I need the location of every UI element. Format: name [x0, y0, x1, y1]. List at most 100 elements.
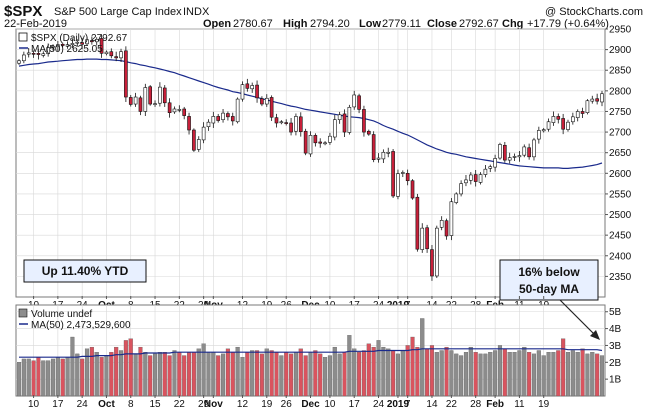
price-candle	[522, 144, 527, 158]
price-candle	[56, 40, 60, 52]
price-candle	[410, 179, 415, 200]
price-candle	[313, 133, 318, 147]
volume-y-tick-label: 5B	[609, 307, 622, 318]
candle-body-down	[162, 87, 167, 104]
candle-body-up	[454, 193, 459, 203]
candle-body-up	[439, 220, 444, 228]
volume-bar	[357, 352, 362, 397]
volume-bar	[269, 350, 274, 397]
volume-y-tick-label: 3B	[609, 341, 622, 352]
volume-bars-layer	[16, 318, 605, 397]
price-candle	[128, 94, 133, 107]
volume-y-tick-label: 2B	[609, 358, 622, 369]
candle-body-down	[303, 130, 308, 154]
candle-body-up	[420, 227, 425, 250]
price-candle	[216, 113, 220, 123]
candle-body-down	[298, 116, 303, 132]
candle-body-up	[177, 109, 182, 111]
volume-bar	[109, 352, 114, 397]
volume-bar	[488, 352, 493, 397]
price-y-tick-label: 2750	[609, 107, 632, 118]
candle-body-up	[70, 43, 75, 45]
candle-body-up	[546, 121, 551, 130]
volume-bar	[551, 352, 556, 397]
price-candle	[464, 174, 468, 187]
ma-annotation-line1: 16% below	[518, 265, 580, 279]
volume-bar	[444, 346, 449, 397]
volume-bar	[425, 348, 430, 397]
volume-bar	[21, 358, 26, 397]
volume-bar	[284, 352, 289, 397]
date-tick-label: 26	[281, 399, 293, 410]
volume-bar	[570, 350, 575, 397]
date-tick-label: Feb	[486, 399, 504, 410]
price-candle	[153, 100, 157, 107]
volume-bar	[531, 353, 537, 397]
price-panel: 2350 2400 2450 2500 2550 2600 2650 2700 2750 2800…	[15, 25, 632, 301]
volume-bar	[84, 348, 90, 397]
price-y-tick-label: 2550	[609, 189, 632, 200]
price-candle	[148, 85, 152, 106]
date-tick-label: 22	[446, 399, 458, 410]
exchange-label: INDX	[183, 6, 210, 18]
price-candle	[600, 90, 604, 107]
volume-bar	[585, 353, 590, 397]
volume-bar	[65, 357, 70, 397]
price-candle	[575, 109, 580, 122]
candle-body-up	[449, 201, 454, 236]
candle-body-down	[226, 113, 230, 118]
price-y-tick-label: 2600	[609, 169, 632, 180]
price-candle	[119, 48, 123, 62]
volume-bar	[463, 352, 469, 397]
volume-y-axis: 1B 2B 3B 4B 5B	[605, 307, 622, 386]
candle-body-down	[342, 113, 347, 133]
price-candle	[386, 147, 391, 158]
volume-bar	[517, 350, 522, 397]
price-candle	[264, 94, 269, 107]
volume-bar	[361, 350, 366, 397]
volume-bar	[89, 346, 94, 397]
candle-body-up	[396, 173, 400, 197]
candle-body-up	[590, 98, 595, 102]
price-y-tick-label: 2350	[609, 272, 632, 283]
volume-bar	[167, 355, 172, 397]
volume-bar	[70, 336, 75, 397]
candle-body-up	[240, 84, 245, 100]
volume-bar	[152, 353, 158, 397]
volume-bar	[245, 352, 250, 397]
date-tick-label: 10	[324, 399, 336, 410]
price-candle	[435, 225, 439, 279]
ma-annotation: 16% below 50-day MA	[499, 259, 599, 301]
price-candle	[298, 112, 303, 137]
date-tick-label: 8	[128, 399, 134, 410]
volume-y-tick-label: 1B	[609, 375, 622, 386]
candle-body-up	[196, 139, 201, 150]
candle-body-up	[551, 116, 556, 123]
volume-bar	[133, 353, 138, 397]
candle-body-down	[167, 102, 172, 113]
volume-bar	[410, 336, 415, 397]
price-candle	[342, 109, 347, 138]
price-candle	[430, 245, 434, 281]
price-candle	[167, 98, 172, 118]
price-candle	[36, 48, 41, 60]
price-candle	[517, 151, 522, 162]
volume-bar	[434, 352, 439, 397]
candle-body-down	[255, 84, 259, 99]
price-candle	[235, 97, 240, 124]
candle-body-up	[517, 155, 522, 158]
date-tick-label: 24	[373, 399, 385, 410]
volume-bar	[405, 345, 410, 397]
price-candle	[308, 131, 313, 157]
candle-body-down	[289, 122, 293, 133]
price-candle	[498, 142, 502, 160]
price-y-tick-label: 2400	[609, 251, 632, 262]
candle-body-down	[230, 116, 235, 122]
price-candle	[571, 112, 575, 125]
volume-bar	[308, 352, 313, 397]
price-candle	[449, 198, 454, 241]
candle-body-down	[274, 117, 279, 124]
volume-bar	[225, 348, 230, 397]
volume-bar	[454, 353, 459, 397]
candle-body-down	[425, 227, 429, 250]
